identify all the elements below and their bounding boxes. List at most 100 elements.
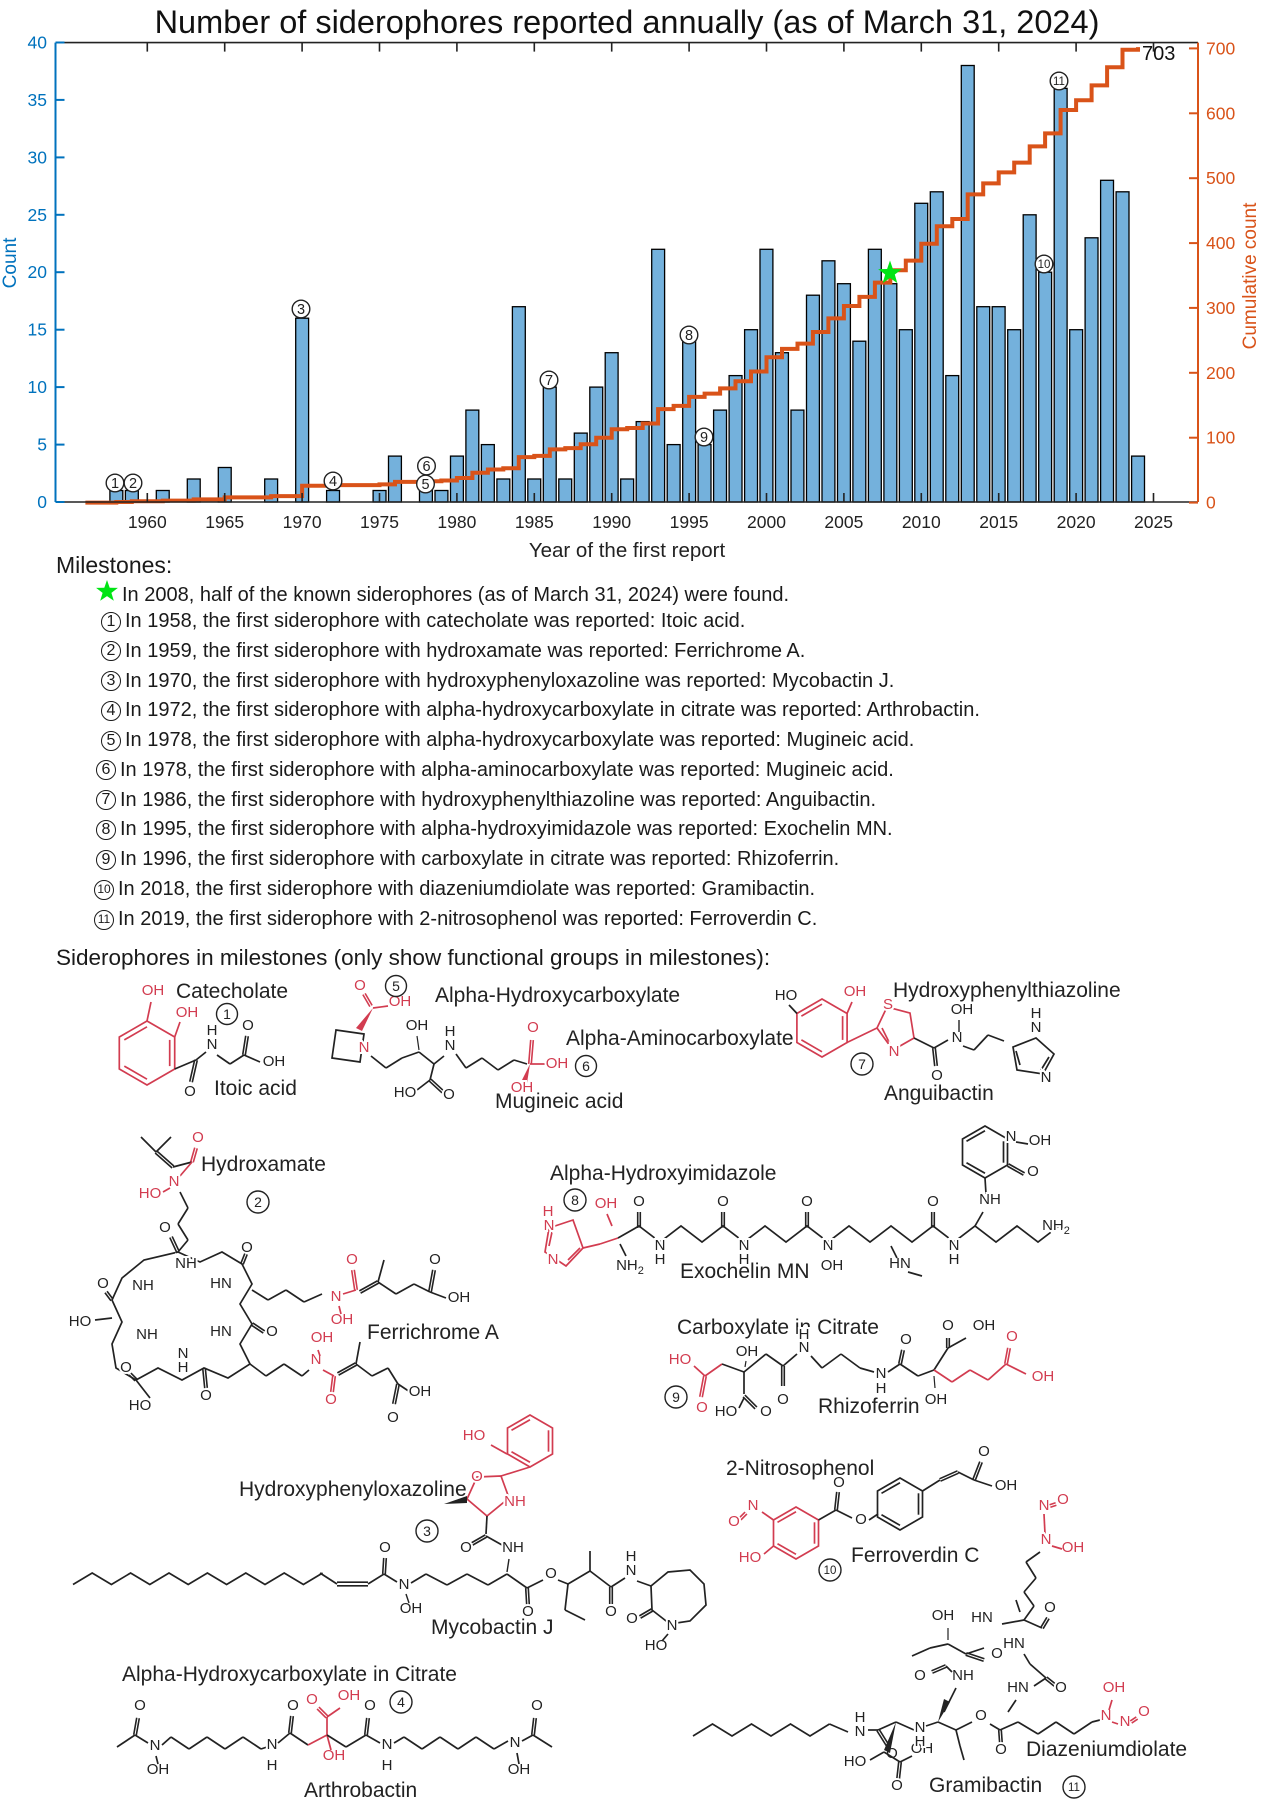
svg-text:O: O xyxy=(931,1067,943,1084)
svg-text:O: O xyxy=(942,1317,954,1334)
svg-text:N: N xyxy=(915,1719,926,1736)
svg-text:OH: OH xyxy=(1103,1679,1126,1696)
svg-text:8: 8 xyxy=(571,1192,579,1208)
svg-text:H: H xyxy=(1031,1005,1042,1022)
svg-text:H: H xyxy=(626,1548,637,1565)
svg-text:N: N xyxy=(445,1037,456,1054)
svg-text:10: 10 xyxy=(824,1565,837,1577)
svg-text:N: N xyxy=(544,1217,555,1234)
svg-text:Number of siderophores reporte: Number of siderophores reported annually… xyxy=(155,4,1100,40)
svg-text:HO: HO xyxy=(715,1403,738,1420)
svg-text:O: O xyxy=(522,1603,534,1620)
svg-text:HO: HO xyxy=(775,987,798,1004)
svg-text:N: N xyxy=(1101,1707,1112,1724)
svg-text:20: 20 xyxy=(28,262,48,282)
svg-text:OH: OH xyxy=(1062,1539,1085,1556)
svg-text:O: O xyxy=(1027,1163,1039,1180)
svg-text:OH: OH xyxy=(448,1289,471,1306)
svg-text:O: O xyxy=(242,1017,254,1034)
svg-text:OH: OH xyxy=(1032,1368,1055,1385)
svg-text:HO: HO xyxy=(739,1549,762,1566)
svg-text:OH: OH xyxy=(511,1079,534,1096)
svg-text:HO: HO xyxy=(463,1427,486,1444)
svg-text:N: N xyxy=(399,1576,410,1593)
svg-text:NH: NH xyxy=(175,1255,197,1272)
svg-text:O: O xyxy=(134,1697,146,1714)
svg-text:N: N xyxy=(359,1039,370,1056)
svg-text:9: 9 xyxy=(672,1389,680,1405)
svg-text:NH: NH xyxy=(979,1191,1001,1208)
svg-text:N: N xyxy=(799,1339,810,1356)
svg-text:N: N xyxy=(626,1562,637,1579)
svg-text:NH: NH xyxy=(132,1277,154,1294)
svg-text:HN: HN xyxy=(1007,1679,1029,1696)
svg-text:OH: OH xyxy=(311,1329,334,1346)
svg-text:O: O xyxy=(696,1399,708,1416)
svg-text:0: 0 xyxy=(37,492,47,512)
svg-text:N: N xyxy=(748,1497,759,1514)
svg-text:OH: OH xyxy=(1029,1132,1052,1149)
svg-text:O: O xyxy=(346,1251,358,1268)
svg-text:H: H xyxy=(207,1022,218,1039)
svg-text:OH: OH xyxy=(263,1053,286,1070)
svg-text:O: O xyxy=(325,1391,337,1408)
svg-text:5: 5 xyxy=(37,435,47,455)
svg-text:O: O xyxy=(777,1391,789,1408)
svg-text:N: N xyxy=(876,1365,887,1382)
svg-text:0: 0 xyxy=(1206,493,1216,513)
svg-text:H: H xyxy=(178,1359,189,1376)
svg-text:600: 600 xyxy=(1206,103,1235,123)
svg-text:N: N xyxy=(382,1736,393,1753)
svg-text:OH: OH xyxy=(147,1761,170,1778)
svg-text:N: N xyxy=(1041,1069,1052,1086)
svg-text:H: H xyxy=(876,1380,887,1397)
svg-text:O: O xyxy=(978,1443,990,1460)
svg-text:OH: OH xyxy=(546,1055,569,1072)
svg-text:N: N xyxy=(655,1237,666,1254)
svg-text:O: O xyxy=(1044,1599,1056,1616)
svg-text:N: N xyxy=(207,1036,218,1053)
svg-text:1995: 1995 xyxy=(670,512,709,532)
svg-text:NH2: NH2 xyxy=(1042,1217,1070,1237)
svg-text:40: 40 xyxy=(28,33,48,53)
svg-text:1990: 1990 xyxy=(592,512,631,532)
svg-text:OH: OH xyxy=(409,1383,432,1400)
svg-text:Itoic acid: Itoic acid xyxy=(214,1077,297,1100)
svg-text:O: O xyxy=(531,1697,543,1714)
svg-text:OH: OH xyxy=(406,1017,429,1034)
svg-text:O: O xyxy=(527,1019,539,1036)
svg-text:O: O xyxy=(1055,1679,1067,1696)
svg-text:O: O xyxy=(855,1511,867,1528)
svg-text:H: H xyxy=(382,1757,393,1774)
svg-text:NH2: NH2 xyxy=(616,1257,644,1277)
svg-text:Hydroxyphenyloxazoline: Hydroxyphenyloxazoline xyxy=(239,1478,467,1501)
svg-text:10: 10 xyxy=(1038,259,1051,271)
svg-text:O: O xyxy=(184,1083,196,1100)
svg-text:2005: 2005 xyxy=(824,512,863,532)
svg-text:HO: HO xyxy=(669,1351,692,1368)
svg-text:Ferrichrome A: Ferrichrome A xyxy=(367,1321,499,1344)
svg-text:1980: 1980 xyxy=(437,512,476,532)
svg-text:Count: Count xyxy=(0,237,21,288)
svg-text:O: O xyxy=(991,1645,1003,1662)
svg-text:2025: 2025 xyxy=(1134,512,1173,532)
svg-text:H: H xyxy=(739,1251,750,1268)
svg-text:O: O xyxy=(633,1193,645,1210)
svg-text:N: N xyxy=(169,1173,180,1190)
svg-text:O: O xyxy=(460,1539,472,1556)
svg-text:HN: HN xyxy=(889,1255,911,1272)
svg-text:NH: NH xyxy=(136,1326,158,1343)
svg-text:Mugineic acid: Mugineic acid xyxy=(495,1090,623,1113)
svg-text:2015: 2015 xyxy=(979,512,1018,532)
svg-text:HO: HO xyxy=(394,1084,417,1101)
svg-text:O: O xyxy=(354,977,366,994)
svg-text:Alpha-Hydroxycarboxylate: Alpha-Hydroxycarboxylate xyxy=(435,984,680,1007)
svg-text:HO: HO xyxy=(129,1397,152,1414)
svg-text:8: 8 xyxy=(685,328,693,344)
svg-text:2000: 2000 xyxy=(747,512,786,532)
svg-text:O: O xyxy=(927,1193,939,1210)
svg-text:HN: HN xyxy=(210,1323,232,1340)
svg-text:NH: NH xyxy=(504,1493,526,1510)
svg-text:Anguibactin: Anguibactin xyxy=(884,1082,994,1105)
svg-text:7: 7 xyxy=(545,373,553,389)
